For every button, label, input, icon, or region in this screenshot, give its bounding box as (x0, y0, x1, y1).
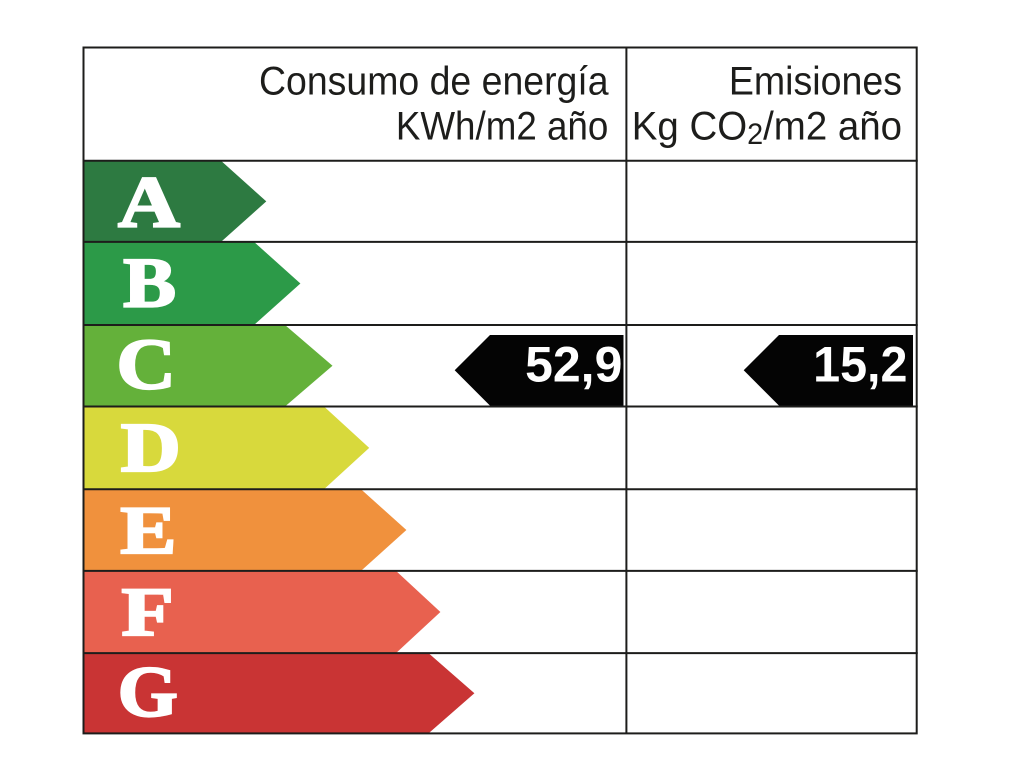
svg-text:D: D (121, 408, 181, 487)
svg-text:B: B (123, 244, 176, 322)
svg-text:15,2: 15,2 (813, 337, 907, 393)
svg-text:Emisiones: Emisiones (729, 60, 902, 104)
svg-text:A: A (118, 162, 180, 243)
svg-text:G: G (118, 652, 178, 732)
svg-text:C: C (117, 324, 176, 404)
svg-text:Kg CO2/m2 año: Kg CO2/m2 año (632, 104, 902, 151)
svg-text:F: F (122, 573, 174, 650)
svg-text:52,9: 52,9 (525, 337, 622, 393)
svg-text:Consumo de energía: Consumo de energía (259, 60, 609, 104)
svg-text:E: E (120, 492, 176, 567)
svg-text:KWh/m2 año: KWh/m2 año (396, 104, 608, 149)
